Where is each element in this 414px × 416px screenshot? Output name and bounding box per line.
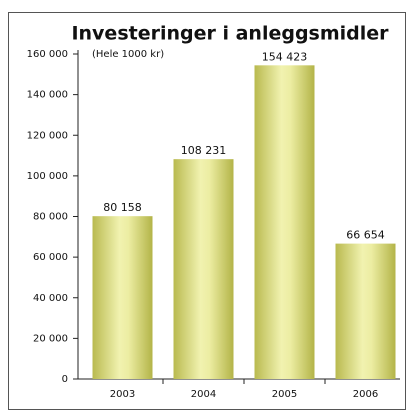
frame [8,12,406,410]
y-tick-label: 60 000 [33,252,68,263]
y-tick-label: 0 [62,374,68,385]
y-tick-label: 80 000 [33,212,68,223]
y-tick-label: 100 000 [27,171,68,182]
y-tick-label: 20 000 [33,333,68,344]
y-tick-label: 160 000 [27,49,68,60]
bar [335,243,396,379]
value-label: 154 423 [262,50,308,63]
chart-subtitle: (Hele 1000 kr) [92,49,164,60]
y-tick-label: 140 000 [27,90,68,101]
bar [92,216,153,379]
y-tick-label: 40 000 [33,293,68,304]
bar [173,159,234,379]
value-label: 66 654 [346,229,385,242]
x-tick-label: 2005 [272,389,297,400]
value-label: 108 231 [181,144,227,157]
x-tick-label: 2004 [191,389,216,400]
bar [254,65,315,379]
y-tick-label: 120 000 [27,130,68,141]
x-tick-label: 2006 [353,389,378,400]
value-label: 80 158 [103,201,142,214]
x-tick-label: 2003 [110,389,135,400]
chart-title: Investeringer i anleggsmidler [71,23,389,45]
